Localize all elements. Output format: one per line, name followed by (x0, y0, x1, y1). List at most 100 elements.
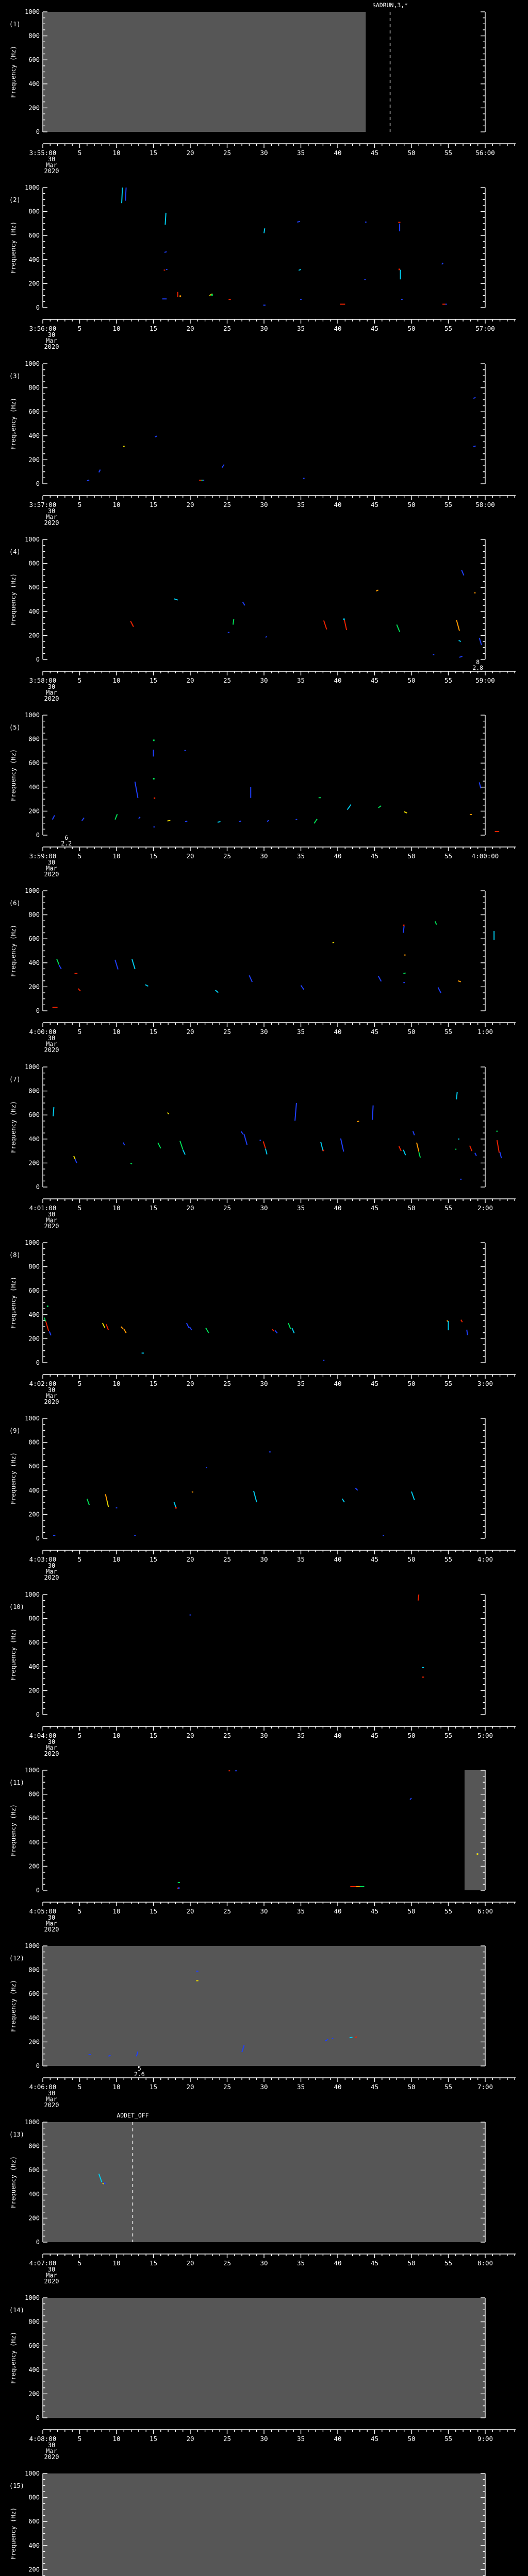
detection-mark (474, 1152, 477, 1156)
x-tick-label: 55 (444, 2259, 452, 2267)
x-axis (42, 2077, 516, 2082)
detection-mark (434, 921, 437, 925)
x-axis (42, 1374, 516, 1379)
y-tick-label: 600 (28, 232, 40, 239)
x-tick-label: 55 (444, 676, 452, 684)
x-tick-label: 4:01:00 (29, 1204, 57, 1212)
detection-mark (153, 739, 155, 741)
detection-mark (377, 976, 382, 982)
detection-mark (240, 1131, 244, 1135)
y-tick-label: 800 (28, 560, 40, 567)
detection-mark (457, 980, 461, 983)
detection-mark (320, 1142, 324, 1151)
x-tick-label: 55 (444, 501, 452, 509)
x-tick-label: 10 (112, 852, 120, 860)
date-label: 30 (48, 507, 55, 515)
y-tick-label: 200 (28, 456, 40, 463)
y-axis-title: Frequency (Hz) (10, 925, 17, 977)
x-tick-label: 45 (371, 1380, 378, 1387)
date-label: 30 (48, 1738, 55, 1745)
detection-mark (458, 640, 461, 642)
date-label: 30 (48, 2442, 55, 2449)
y-tick-label: 0 (36, 1359, 40, 1366)
x-tick-label: 30 (260, 501, 268, 509)
detection-mark (499, 1151, 502, 1159)
y-tick-label: 600 (28, 1815, 40, 1822)
x-tick-label: 35 (297, 1907, 305, 1915)
x-axis (42, 1550, 516, 1555)
date-label: 30 (48, 1562, 55, 1569)
x-tick-label: 35 (297, 2083, 305, 2091)
x-tick-label: 55 (444, 1204, 452, 1212)
x-tick-label: 4:06:00 (29, 2083, 57, 2091)
x-tick-label: 5 (78, 1028, 82, 1036)
x-tick-label: 50 (407, 2083, 415, 2091)
x-tick-label: 10 (112, 676, 120, 684)
detection-mark (396, 624, 401, 632)
detection-mark (441, 262, 444, 265)
y-tick-label: 800 (28, 1439, 40, 1446)
y-tick-label: 800 (28, 1263, 40, 1270)
x-tick-label: 30 (260, 676, 268, 684)
detection-mark (496, 1140, 500, 1153)
x-tick-label: 4:02:00 (29, 1380, 57, 1387)
detection-mark (102, 1323, 106, 1328)
detection-mark (104, 2182, 106, 2184)
detection-mark (416, 1142, 420, 1152)
y-tick-label: 1000 (25, 1591, 40, 1598)
y-tick-label: 800 (28, 736, 40, 743)
x-tick-label: 57:00 (475, 325, 495, 332)
count-label: 6 (64, 834, 68, 841)
y-tick-label: 200 (28, 280, 40, 287)
detection-mark (355, 1487, 358, 1491)
x-axis (42, 671, 516, 675)
detection-mark (322, 1149, 324, 1151)
x-tick-label: 25 (223, 1380, 231, 1387)
detection-mark (186, 1323, 190, 1328)
detection-mark (398, 268, 400, 270)
x-tick-label: 8:00 (477, 2259, 493, 2267)
y-tick-label: 200 (28, 1687, 40, 1694)
date-label: Mar (46, 1216, 57, 1224)
y-tick-label: 0 (36, 1183, 40, 1191)
x-tick-label: 15 (150, 501, 157, 509)
x-tick-label: 50 (407, 1732, 415, 1739)
x-tick-label: 20 (186, 1204, 194, 1212)
detection-mark (145, 984, 148, 987)
spectrogram-panel-3: (3) Frequency (Hz) 0 200 400 600 800 1000 3:57:0… (0, 351, 528, 528)
panel-number: (6) (9, 900, 21, 907)
x-tick-label: 10 (112, 1380, 120, 1387)
y-tick-label: 600 (28, 936, 40, 943)
x-axis (42, 1902, 516, 1906)
panel-number: (13) (9, 2131, 24, 2138)
detection-mark (354, 2036, 357, 2038)
y-tick-label: 200 (28, 1862, 40, 1870)
detections (177, 1770, 479, 1889)
x-tick-label: 35 (297, 1028, 305, 1036)
x-tick-label: 5 (78, 1732, 82, 1739)
detection-mark (106, 1500, 109, 1507)
panel-number: (7) (9, 1076, 21, 1083)
y-tick-label: 400 (28, 432, 40, 439)
x-tick-label: 35 (297, 852, 305, 860)
detection-mark (459, 655, 463, 658)
y-tick-label: 200 (28, 632, 40, 639)
y-tick-label: 200 (28, 2214, 40, 2222)
x-tick-label: 40 (334, 1204, 341, 1212)
detection-mark (294, 1103, 297, 1121)
x-tick-label: 35 (297, 501, 305, 509)
detection-mark (43, 1317, 46, 1323)
y-tick-label: 1000 (25, 2294, 40, 2301)
detection-mark (272, 1329, 275, 1332)
detection-mark (412, 1131, 415, 1136)
panel-number: (14) (9, 2307, 24, 2314)
x-tick-label: 40 (334, 325, 341, 332)
detection-mark (378, 805, 382, 808)
x-tick-label: 10 (112, 2259, 120, 2267)
detection-mark (417, 1594, 420, 1601)
spectrogram-panel-9: (9) Frequency (Hz) 0 200 400 600 800 1000 4:03:0… (0, 1406, 528, 1583)
y-tick-label: 400 (28, 1136, 40, 1143)
detection-mark (125, 188, 127, 201)
x-tick-label: 1:00 (477, 1028, 493, 1036)
spectrogram-panel-12: (12) Frequency (Hz) 0 200 400 600 800 1000 4:06:… (0, 1934, 528, 2110)
